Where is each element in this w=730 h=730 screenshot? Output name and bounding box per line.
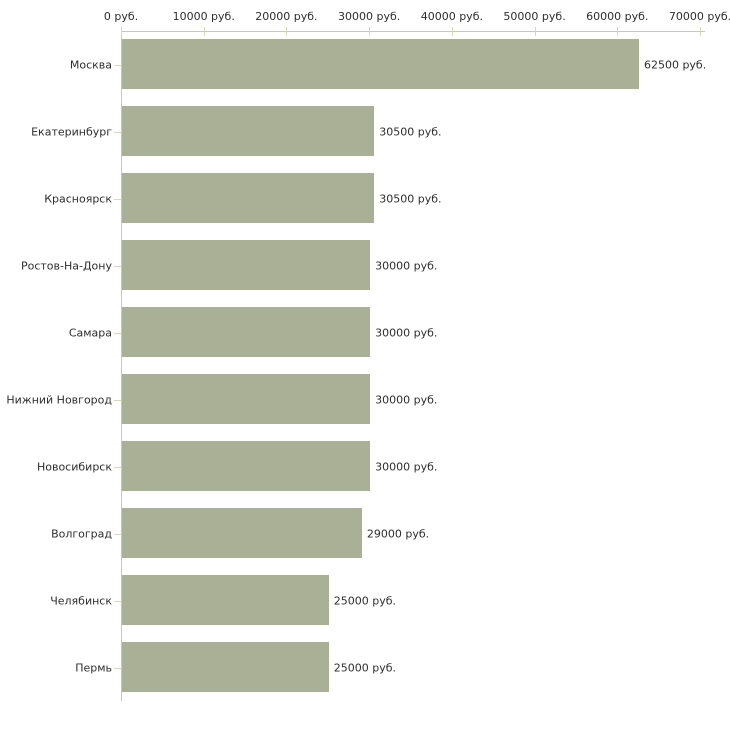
bar-row: Ростов-На-Дону 30000 руб. — [0, 232, 730, 299]
bar — [122, 374, 371, 424]
category-tick-mark — [114, 667, 121, 669]
x-tick-mark — [286, 27, 288, 36]
bar — [122, 39, 639, 89]
x-tick-label: 60000 руб. — [586, 10, 649, 23]
value-label: 62500 руб. — [643, 58, 707, 71]
bar — [122, 240, 371, 290]
category-tick-mark — [114, 265, 121, 267]
bar-row: Екатеринбург 30500 руб. — [0, 98, 730, 165]
bar — [122, 441, 371, 491]
bar — [122, 307, 371, 357]
bar-row: Волгоград 29000 руб. — [0, 500, 730, 567]
value-label: 29000 руб. — [366, 527, 430, 540]
bar-row: Пермь 25000 руб. — [0, 634, 730, 701]
x-tick-label: 40000 руб. — [420, 10, 483, 23]
bar — [122, 575, 329, 625]
x-tick-label: 30000 руб. — [338, 10, 401, 23]
x-axis-line — [121, 31, 705, 32]
bar-row: Самара 30000 руб. — [0, 299, 730, 366]
category-label: Челябинск — [50, 594, 112, 607]
category-tick-mark — [114, 131, 121, 133]
x-tick-mark — [534, 27, 536, 36]
category-tick-mark — [114, 466, 121, 468]
bar-row: Нижний Новгород 30000 руб. — [0, 366, 730, 433]
y-axis-line — [121, 31, 122, 701]
value-label: 25000 руб. — [333, 594, 397, 607]
x-tick-mark — [700, 27, 701, 36]
x-tick-mark — [369, 27, 371, 36]
category-tick-mark — [114, 198, 121, 200]
bar-row: Новосибирск 30000 руб. — [0, 433, 730, 500]
value-label: 30000 руб. — [375, 460, 438, 473]
value-label: 30000 руб. — [375, 393, 438, 406]
x-tick-label: 10000 руб. — [172, 10, 235, 23]
category-label: Новосибирск — [36, 460, 112, 473]
bar-row: Красноярск 30500 руб. — [0, 165, 730, 232]
category-label: Красноярск — [44, 192, 112, 205]
value-label: 30000 руб. — [375, 259, 438, 272]
bar-row: Москва 62500 руб. — [0, 31, 730, 98]
x-tick-mark — [617, 27, 619, 36]
category-label: Пермь — [75, 661, 112, 674]
category-tick-mark — [114, 399, 121, 401]
x-tick-label: 0 руб. — [103, 10, 139, 23]
bar-row: Челябинск 25000 руб. — [0, 567, 730, 634]
bar — [122, 642, 329, 692]
value-label: 30000 руб. — [375, 326, 438, 339]
bar — [122, 508, 362, 558]
category-tick-mark — [114, 64, 121, 66]
category-label: Нижний Новгород — [6, 393, 112, 406]
category-tick-mark — [114, 332, 121, 334]
category-tick-mark — [114, 533, 121, 535]
x-tick-label: 50000 руб. — [503, 10, 566, 23]
category-label: Самара — [68, 326, 112, 339]
value-label: 30500 руб. — [379, 192, 442, 205]
x-tick-mark — [451, 27, 453, 36]
bar — [122, 173, 375, 223]
category-label: Ростов-На-Дону — [20, 259, 112, 272]
value-label: 25000 руб. — [333, 661, 397, 674]
category-label: Волгоград — [51, 527, 112, 540]
x-tick-label: 20000 руб. — [255, 10, 318, 23]
x-tick-label: 70000 руб. — [668, 10, 730, 23]
value-label: 30500 руб. — [379, 125, 442, 138]
x-tick-mark — [203, 27, 205, 36]
category-tick-mark — [114, 600, 121, 602]
category-label: Екатеринбург — [31, 125, 112, 138]
x-tick-mark — [121, 27, 122, 36]
category-label: Москва — [69, 58, 112, 71]
bar — [122, 106, 375, 156]
